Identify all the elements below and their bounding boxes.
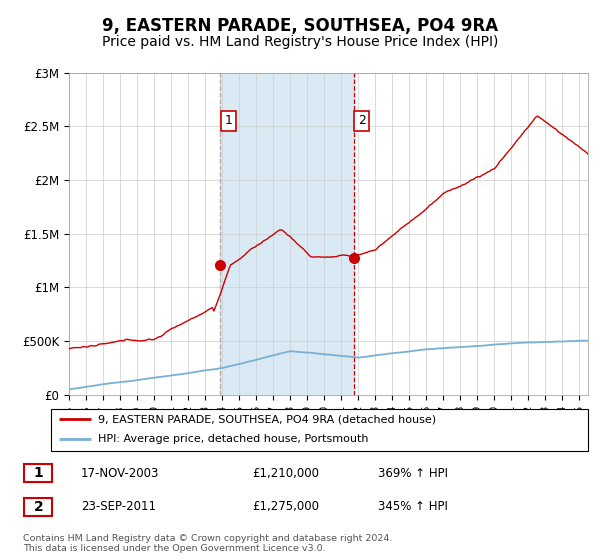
FancyBboxPatch shape bbox=[25, 464, 52, 482]
Text: 1: 1 bbox=[34, 466, 43, 480]
Text: 17-NOV-2003: 17-NOV-2003 bbox=[81, 466, 160, 480]
Text: Price paid vs. HM Land Registry's House Price Index (HPI): Price paid vs. HM Land Registry's House … bbox=[102, 35, 498, 49]
Text: 23-SEP-2011: 23-SEP-2011 bbox=[81, 500, 156, 514]
Text: 1: 1 bbox=[224, 114, 232, 127]
Text: 9, EASTERN PARADE, SOUTHSEA, PO4 9RA (detached house): 9, EASTERN PARADE, SOUTHSEA, PO4 9RA (de… bbox=[98, 414, 436, 424]
Text: £1,210,000: £1,210,000 bbox=[252, 466, 319, 480]
Text: 2: 2 bbox=[358, 114, 365, 127]
FancyBboxPatch shape bbox=[51, 409, 588, 451]
FancyBboxPatch shape bbox=[25, 498, 52, 516]
Text: Contains HM Land Registry data © Crown copyright and database right 2024.
This d: Contains HM Land Registry data © Crown c… bbox=[23, 534, 392, 553]
Text: 369% ↑ HPI: 369% ↑ HPI bbox=[378, 466, 448, 480]
Text: HPI: Average price, detached house, Portsmouth: HPI: Average price, detached house, Port… bbox=[98, 434, 369, 444]
Bar bbox=[220, 73, 353, 395]
Text: £1,275,000: £1,275,000 bbox=[252, 500, 319, 514]
Text: 345% ↑ HPI: 345% ↑ HPI bbox=[378, 500, 448, 514]
Text: 2: 2 bbox=[34, 500, 43, 514]
Text: 9, EASTERN PARADE, SOUTHSEA, PO4 9RA: 9, EASTERN PARADE, SOUTHSEA, PO4 9RA bbox=[102, 17, 498, 35]
